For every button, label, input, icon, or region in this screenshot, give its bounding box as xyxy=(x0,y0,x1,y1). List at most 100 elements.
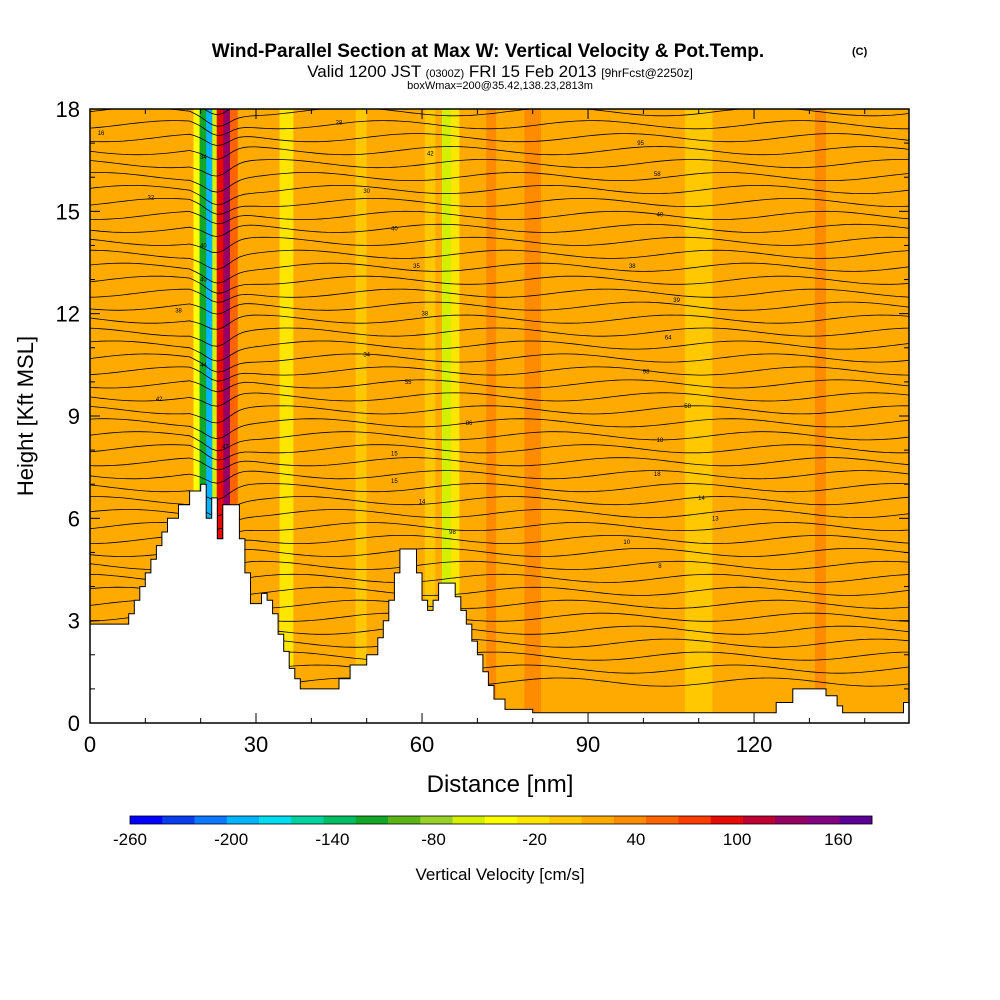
isentrope-line xyxy=(90,301,909,315)
isentrope-label: 42 xyxy=(156,397,163,403)
isentrope-label: 38 xyxy=(175,308,182,314)
velocity-band xyxy=(684,109,713,723)
colorbar-swatch xyxy=(420,816,453,824)
subtitle-fcst: [9hrFcst@2250z] xyxy=(601,66,693,80)
isentrope-label: 32 xyxy=(148,196,155,202)
isentrope-line xyxy=(90,146,909,160)
isentrope-label: 38 xyxy=(421,312,428,318)
subtitle-box: boxWmax=200@35.42,138.23,2813m xyxy=(407,80,593,92)
colorbar-swatch xyxy=(710,816,744,824)
isentrope-line xyxy=(90,470,909,484)
isentrope-label: 86 xyxy=(466,421,473,427)
isentrope-label: 40 xyxy=(200,243,207,249)
isentrope-label: 14 xyxy=(698,496,705,502)
x-tick-label: 120 xyxy=(736,732,773,757)
y-tick-label: 6 xyxy=(68,506,80,531)
velocity-band xyxy=(451,109,460,723)
velocity-band xyxy=(424,109,436,723)
colorbar-swatch xyxy=(775,816,808,824)
isentrope-line xyxy=(90,353,909,373)
colorbar-swatch xyxy=(291,816,324,824)
isentrope-label: 18 xyxy=(657,438,664,444)
isentrope-line xyxy=(90,210,909,225)
isentrope-line xyxy=(90,184,909,206)
isentrope-line xyxy=(90,340,909,362)
colorbar-swatch xyxy=(162,816,195,824)
isentrope-line xyxy=(90,171,909,193)
velocity-band xyxy=(441,109,452,723)
isentrope-line xyxy=(90,457,909,471)
isentrope-line xyxy=(90,366,909,382)
isentrope-label: 44 xyxy=(200,363,207,369)
title-mark: (C) xyxy=(852,46,868,58)
isentrope-line xyxy=(90,249,909,270)
isentrope-label: 39 xyxy=(673,298,680,304)
colorbar-swatch xyxy=(646,816,679,824)
isentrope-line xyxy=(90,392,909,407)
isentrope-label: 42 xyxy=(427,151,434,157)
colorbar: -260 -200 -140 -80 -20 40 100 160 xyxy=(113,815,873,849)
colorbar-tick-label: -20 xyxy=(522,830,547,849)
x-axis-label: Distance [nm] xyxy=(427,771,574,798)
isentrope-line xyxy=(90,431,909,452)
isentrope-label: 35 xyxy=(413,264,420,270)
velocity-band xyxy=(355,109,367,723)
colorbar-swatch xyxy=(388,816,421,824)
isentrope-label: 95 xyxy=(637,141,644,147)
colorbar-tick-label: -80 xyxy=(421,830,446,849)
colorbar-swatch xyxy=(581,816,615,824)
velocity-band xyxy=(199,109,208,723)
colorbar-tick-label: 160 xyxy=(824,830,852,849)
colorbar-swatch xyxy=(452,816,486,824)
colorbar-swatch xyxy=(807,816,841,824)
isentrope-label: 28 xyxy=(336,121,343,127)
isentrope-line xyxy=(90,223,909,238)
isentrope-label: 58 xyxy=(684,404,691,410)
y-tick-label: 15 xyxy=(56,199,80,224)
velocity-band xyxy=(560,109,572,723)
colorbar-swatch xyxy=(839,816,873,824)
isentrope-line xyxy=(90,275,909,294)
isentrope-line xyxy=(90,379,909,393)
velocity-band xyxy=(206,109,213,723)
isentrope-line xyxy=(90,405,909,424)
isentrope-label: 15 xyxy=(391,452,398,458)
isentrope-line xyxy=(90,288,909,303)
colorbar-swatch xyxy=(259,816,292,824)
isentrope-line xyxy=(90,262,909,284)
colorbar-swatch xyxy=(194,816,228,824)
x-tick-label: 60 xyxy=(410,732,434,757)
isentrope-line xyxy=(90,314,909,330)
colorbar-tick-label: -260 xyxy=(113,830,147,849)
colorbar-swatch xyxy=(355,816,389,824)
terrain xyxy=(90,483,909,723)
terrain-profile xyxy=(90,483,909,723)
isentrope-label: 10 xyxy=(623,540,630,546)
colorbar-label: Vertical Velocity [cm/s] xyxy=(415,865,584,884)
isentrope-label: 40 xyxy=(200,278,207,284)
velocity-band xyxy=(212,109,218,723)
velocity-band xyxy=(239,109,251,723)
isentrope-label: 40 xyxy=(391,226,398,232)
chart-title: Wind-Parallel Section at Max W: Vertical… xyxy=(212,41,764,62)
isentrope-line xyxy=(90,483,909,501)
x-tick-label: 90 xyxy=(576,732,600,757)
colorbar-swatch xyxy=(130,816,163,824)
isentrope-label: 58 xyxy=(654,172,661,178)
velocity-band xyxy=(216,109,225,723)
isentrope-label: 40 xyxy=(657,213,664,219)
isentrope-line xyxy=(90,327,909,347)
colorbar-swatch xyxy=(549,816,582,824)
colorbar-swatch xyxy=(323,816,357,824)
colorbar-swatch xyxy=(613,816,647,824)
colorbar-swatch xyxy=(517,816,550,824)
velocity-band xyxy=(814,109,826,723)
velocity-band xyxy=(223,109,232,723)
velocity-band xyxy=(279,109,294,723)
y-tick-label: 12 xyxy=(56,302,80,327)
colorbar-tick-label: -140 xyxy=(315,830,349,849)
velocity-band xyxy=(435,109,442,723)
y-tick-label: 3 xyxy=(68,609,80,634)
colorbar-frame xyxy=(129,815,873,825)
